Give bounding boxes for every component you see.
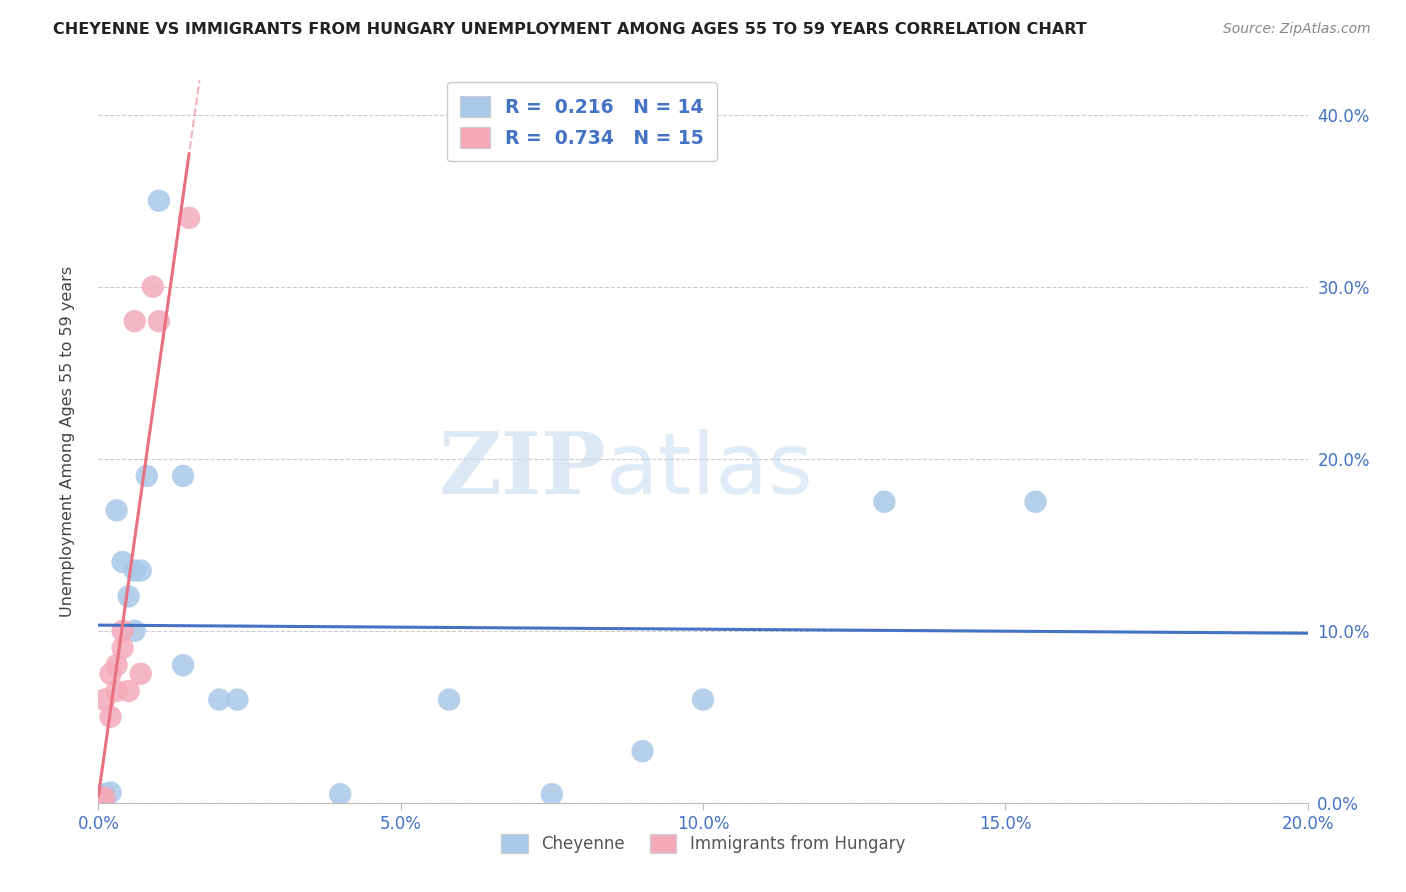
- Point: [90, 790, 112, 805]
- Point: [124, 564, 146, 578]
- Point: [111, 555, 134, 569]
- Point: [93, 787, 115, 801]
- Point: [631, 744, 654, 758]
- Point: [540, 787, 562, 801]
- Point: [873, 494, 896, 508]
- Point: [100, 666, 122, 681]
- Point: [208, 692, 231, 706]
- Point: [100, 710, 122, 724]
- Text: ZIP: ZIP: [439, 428, 606, 512]
- Point: [124, 624, 146, 638]
- Point: [692, 692, 714, 706]
- Point: [329, 787, 352, 801]
- Point: [93, 790, 115, 805]
- Y-axis label: Unemployment Among Ages 55 to 59 years: Unemployment Among Ages 55 to 59 years: [60, 266, 75, 617]
- Text: Source: ZipAtlas.com: Source: ZipAtlas.com: [1223, 22, 1371, 37]
- Point: [1024, 494, 1046, 508]
- Point: [148, 194, 170, 208]
- Point: [105, 684, 128, 698]
- Point: [226, 692, 249, 706]
- Text: CHEYENNE VS IMMIGRANTS FROM HUNGARY UNEMPLOYMENT AMONG AGES 55 TO 59 YEARS CORRE: CHEYENNE VS IMMIGRANTS FROM HUNGARY UNEM…: [53, 22, 1087, 37]
- Point: [105, 658, 128, 673]
- Point: [172, 469, 194, 483]
- Text: atlas: atlas: [606, 429, 814, 512]
- Point: [111, 640, 134, 655]
- Point: [105, 503, 128, 517]
- Point: [179, 211, 201, 225]
- Point: [135, 469, 157, 483]
- Point: [148, 314, 170, 328]
- Point: [93, 692, 115, 706]
- Point: [129, 564, 152, 578]
- Point: [129, 666, 152, 681]
- Point: [118, 684, 141, 698]
- Point: [93, 790, 115, 805]
- Point: [100, 785, 122, 799]
- Point: [111, 624, 134, 638]
- Point: [437, 692, 460, 706]
- Point: [118, 590, 141, 604]
- Point: [142, 279, 165, 293]
- Point: [172, 658, 194, 673]
- Point: [124, 314, 146, 328]
- Legend: Cheyenne, Immigrants from Hungary: Cheyenne, Immigrants from Hungary: [495, 827, 911, 860]
